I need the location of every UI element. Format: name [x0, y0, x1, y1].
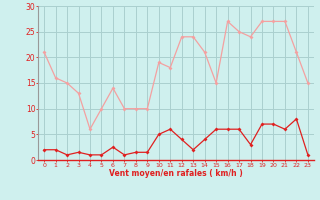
X-axis label: Vent moyen/en rafales ( km/h ): Vent moyen/en rafales ( km/h ): [109, 169, 243, 178]
